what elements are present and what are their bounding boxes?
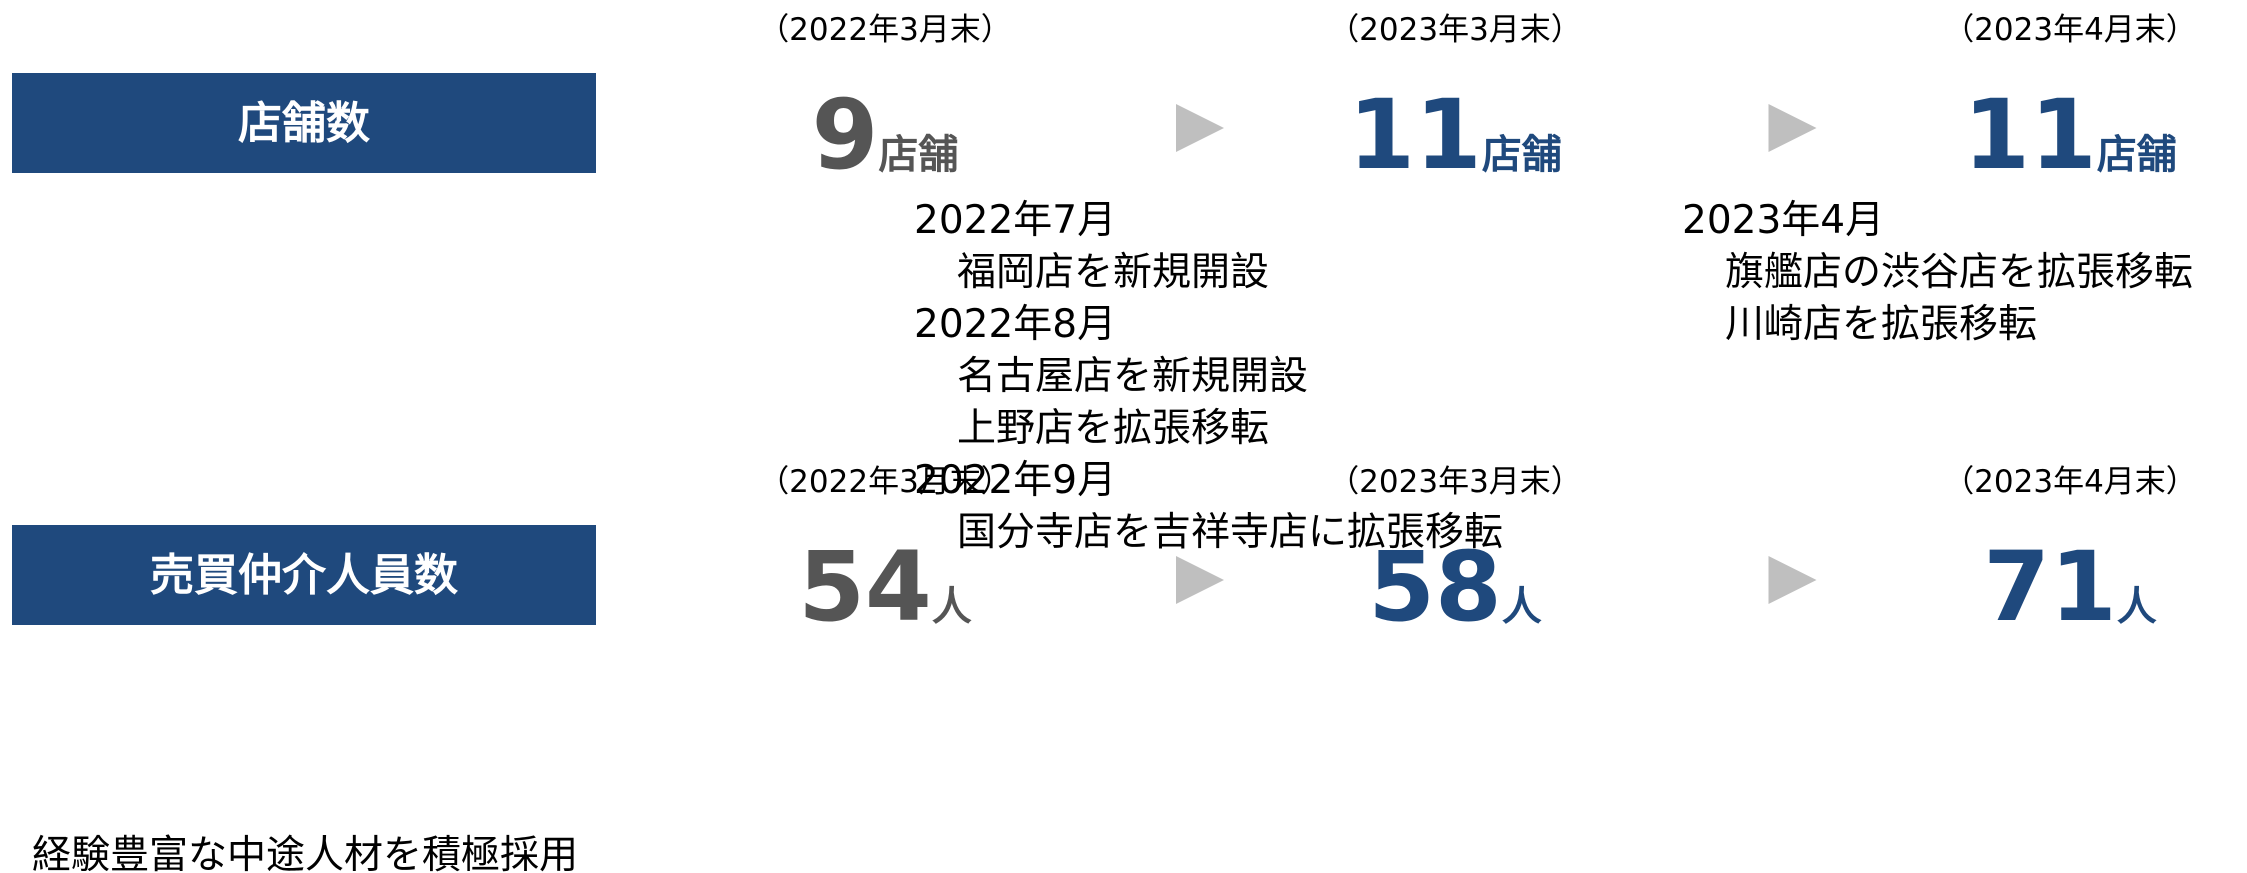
change-month: 2022年9月 <box>914 458 1116 503</box>
unit: 店舗 <box>2097 132 2177 178</box>
period-date: （2023年4月末） <box>1943 12 2197 48</box>
period-value: 54人 <box>798 531 972 643</box>
unit: 店舗 <box>878 132 958 178</box>
change-month: 2022年8月 <box>914 302 1116 347</box>
period-value: 71人 <box>1983 531 2157 643</box>
unit: 店舗 <box>1482 132 1562 178</box>
period-value: 11店舗 <box>1963 79 2177 191</box>
period-date: （2022年3月末） <box>758 464 1012 500</box>
change-month: 2023年4月 <box>1682 198 1884 243</box>
change-item: 旗艦店の渋谷店を拡張移転 <box>1725 250 2193 295</box>
change-item: 川崎店を拡張移転 <box>1725 302 2037 347</box>
change-item: 国分寺店を吉祥寺店に拡張移転 <box>957 510 1503 555</box>
arrow <box>1768 556 1817 604</box>
period-value: 58人 <box>1368 531 1542 643</box>
period-value: 9店舗 <box>812 79 959 191</box>
unit: 人 <box>932 584 972 630</box>
change-item: 名古屋店を新規開設 <box>957 354 1308 399</box>
arrow <box>1176 104 1224 152</box>
section-label: 売買仲介人員数 <box>150 550 458 601</box>
period-date: （2023年3月末） <box>1328 12 1582 48</box>
value: 71 <box>1983 531 2117 643</box>
change-month: 2022年7月 <box>914 198 1116 243</box>
period-date: （2023年3月末） <box>1328 464 1582 500</box>
change-item: 福岡店を新規開設 <box>957 250 1269 295</box>
arrow <box>1176 556 1224 604</box>
period-date: （2022年3月末） <box>758 12 1012 48</box>
section-label: 店舗数 <box>238 98 370 149</box>
unit: 人 <box>1502 584 1542 630</box>
value: 9 <box>812 79 879 191</box>
value: 11 <box>1348 79 1482 191</box>
period-date: （2023年4月末） <box>1943 464 2197 500</box>
period-value: 11店舗 <box>1348 79 1562 191</box>
change-item: 上野店を拡張移転 <box>957 406 1269 451</box>
arrow <box>1768 104 1817 152</box>
label-box <box>12 73 596 173</box>
section-note: 経験豊富な中途人材を積極採用 <box>32 833 578 873</box>
value: 11 <box>1963 79 2097 191</box>
label-box <box>12 525 596 625</box>
value: 54 <box>798 531 932 643</box>
unit: 人 <box>2117 584 2157 630</box>
value: 58 <box>1368 531 1502 643</box>
